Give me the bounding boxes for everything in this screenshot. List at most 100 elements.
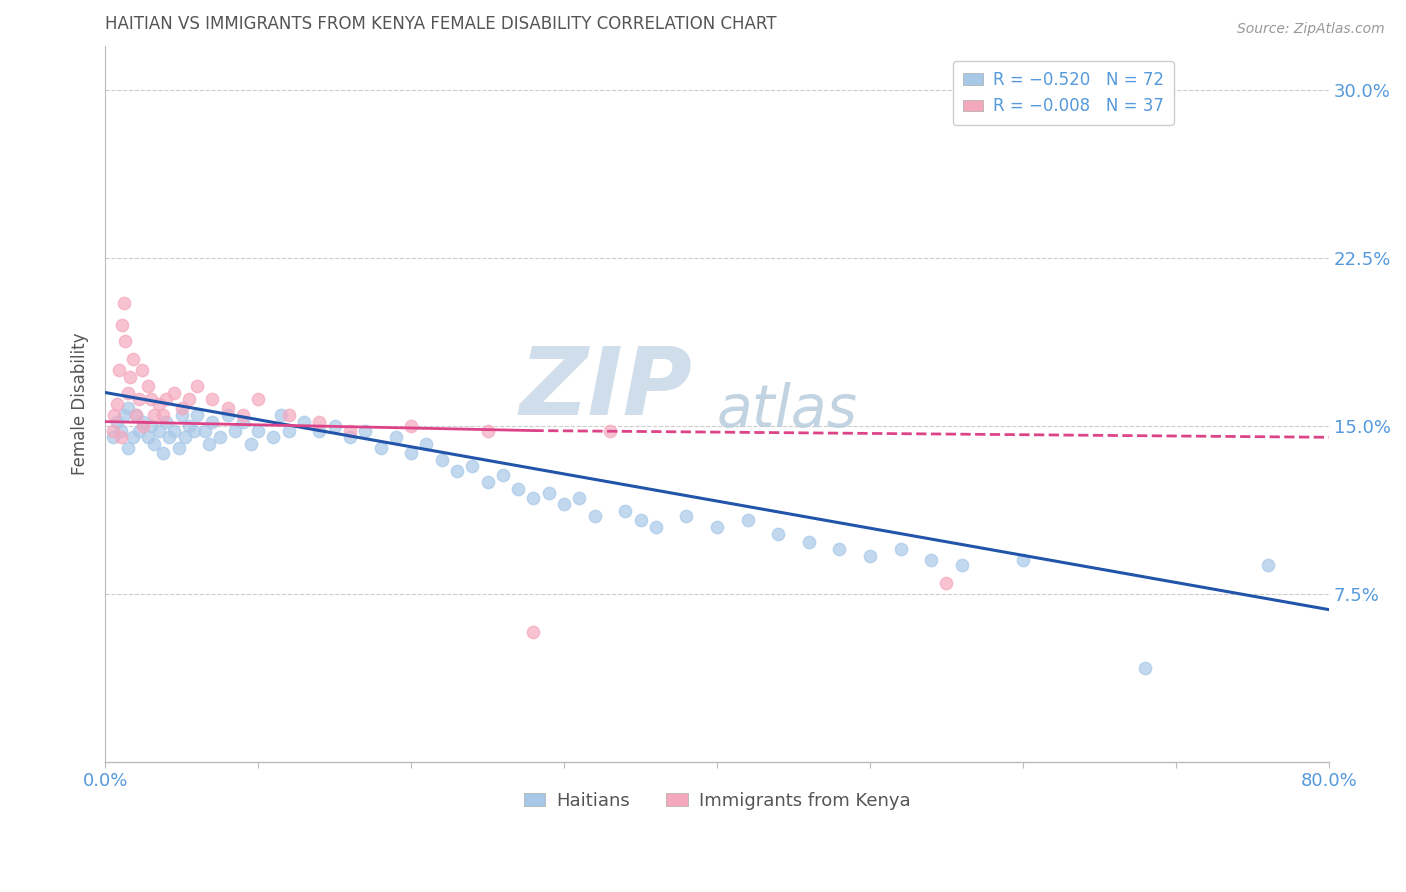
Text: ZIP: ZIP (520, 343, 693, 435)
Point (477, 424, 499, 438)
Point (179, 392, 201, 407)
Point (292, 415, 315, 429)
Point (568, 491, 591, 505)
Point (277, 424, 299, 438)
Point (889, 542, 911, 557)
Point (128, 392, 150, 407)
Point (277, 408, 299, 422)
Point (163, 385, 186, 400)
Point (339, 424, 361, 438)
Text: Source: ZipAtlas.com: Source: ZipAtlas.com (1237, 22, 1385, 37)
Point (132, 419, 155, 434)
Point (101, 430, 124, 444)
Point (737, 513, 759, 527)
Y-axis label: Female Disability: Female Disability (72, 333, 89, 475)
Point (477, 475, 499, 489)
Point (111, 318, 134, 333)
Point (232, 408, 254, 422)
Point (201, 415, 224, 429)
Point (262, 430, 284, 444)
Point (430, 452, 453, 467)
Point (508, 482, 530, 496)
Point (920, 553, 942, 567)
Point (139, 419, 162, 434)
Point (201, 392, 224, 407)
Point (114, 334, 136, 348)
Point (385, 430, 408, 444)
Point (399, 446, 422, 460)
Point (136, 430, 159, 444)
Legend: Haitians, Immigrants from Kenya: Haitians, Immigrants from Kenya (516, 785, 918, 817)
Point (117, 442, 139, 456)
Point (208, 430, 231, 444)
Point (103, 408, 125, 422)
Point (110, 424, 132, 438)
Point (370, 442, 392, 456)
Point (247, 424, 270, 438)
Point (1012, 553, 1035, 567)
Point (446, 464, 468, 478)
Point (232, 415, 254, 429)
Point (828, 542, 851, 557)
Point (224, 424, 246, 438)
Point (148, 424, 170, 438)
Point (152, 446, 174, 460)
Point (797, 535, 820, 549)
Point (415, 437, 437, 451)
Point (170, 408, 193, 422)
Point (247, 392, 270, 407)
Point (522, 624, 544, 639)
Point (583, 508, 606, 523)
Point (239, 437, 262, 451)
Point (121, 351, 143, 366)
Point (198, 437, 221, 451)
Point (935, 575, 957, 590)
Point (125, 408, 148, 422)
Point (537, 486, 560, 500)
Point (399, 419, 422, 434)
Point (1257, 558, 1279, 572)
Point (308, 424, 330, 438)
Point (950, 558, 973, 572)
Point (117, 385, 139, 400)
Point (143, 408, 166, 422)
Text: HAITIAN VS IMMIGRANTS FROM KENYA FEMALE DISABILITY CORRELATION CHART: HAITIAN VS IMMIGRANTS FROM KENYA FEMALE … (105, 15, 776, 33)
Point (155, 392, 177, 407)
Point (183, 424, 205, 438)
Point (859, 549, 882, 563)
Point (148, 397, 170, 411)
Point (194, 424, 217, 438)
Point (108, 363, 131, 377)
Point (630, 513, 652, 527)
Point (159, 430, 181, 444)
Point (308, 415, 330, 429)
Point (461, 459, 484, 474)
Point (155, 415, 177, 429)
Point (136, 379, 159, 393)
Point (706, 520, 728, 534)
Point (152, 408, 174, 422)
Text: atlas: atlas (717, 383, 858, 440)
Point (112, 296, 135, 310)
Point (599, 424, 621, 438)
Point (110, 430, 132, 444)
Point (107, 415, 129, 429)
Point (270, 408, 292, 422)
Point (179, 419, 201, 434)
Point (492, 468, 515, 483)
Point (112, 408, 135, 422)
Point (167, 442, 190, 456)
Point (128, 424, 150, 438)
Point (117, 401, 139, 416)
Point (766, 526, 789, 541)
Point (143, 437, 166, 451)
Point (132, 415, 155, 429)
Point (186, 379, 208, 393)
Point (553, 497, 575, 511)
Point (118, 369, 141, 384)
Point (139, 392, 162, 407)
Point (121, 430, 143, 444)
Point (217, 408, 239, 422)
Point (170, 401, 193, 416)
Point (339, 430, 361, 444)
